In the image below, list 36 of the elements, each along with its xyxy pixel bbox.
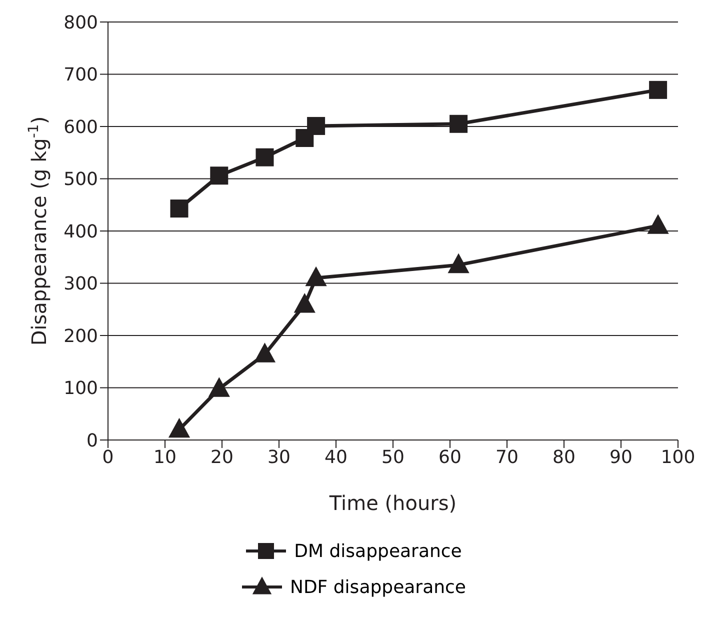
y-tick-label: 800 bbox=[64, 12, 98, 34]
y-tick-label: 400 bbox=[64, 221, 98, 242]
point bbox=[649, 80, 668, 99]
y-tick-label: 700 bbox=[64, 64, 98, 86]
x-tick-label: 80 bbox=[552, 446, 576, 468]
point bbox=[450, 114, 468, 133]
point bbox=[170, 200, 188, 218]
x-tick-label: 0 bbox=[102, 446, 114, 468]
y-tick-label: 300 bbox=[64, 274, 98, 295]
y-tick-label: 200 bbox=[64, 326, 98, 347]
point bbox=[647, 214, 669, 234]
point bbox=[208, 377, 230, 397]
y-tick-label: 600 bbox=[64, 116, 98, 138]
x-tick-label: 60 bbox=[438, 446, 462, 468]
x-tick-label: 50 bbox=[382, 446, 404, 468]
point bbox=[254, 342, 276, 362]
x-tick-label: 10 bbox=[154, 446, 176, 468]
point bbox=[307, 116, 326, 135]
y-tick-label: 100 bbox=[64, 378, 98, 400]
point bbox=[305, 266, 327, 286]
x-tick-label: 100 bbox=[660, 446, 696, 468]
y-tick-label: 500 bbox=[64, 169, 98, 190]
x-tick-label: 70 bbox=[496, 446, 518, 468]
point bbox=[294, 292, 316, 313]
x-tick-label: 40 bbox=[324, 446, 348, 468]
legend-label: DM disappearance bbox=[294, 540, 462, 562]
point bbox=[168, 418, 190, 438]
point bbox=[448, 253, 470, 274]
x-tick-label: 30 bbox=[268, 446, 290, 468]
y-tick-label: 0 bbox=[86, 430, 98, 452]
legend-label: NDF disappearance bbox=[290, 576, 466, 598]
point bbox=[210, 166, 228, 185]
x-tick-label: 20 bbox=[210, 446, 234, 468]
x-axis-title: Time (hours) bbox=[328, 491, 457, 515]
x-tick-label: 90 bbox=[610, 446, 632, 468]
point bbox=[256, 148, 274, 166]
